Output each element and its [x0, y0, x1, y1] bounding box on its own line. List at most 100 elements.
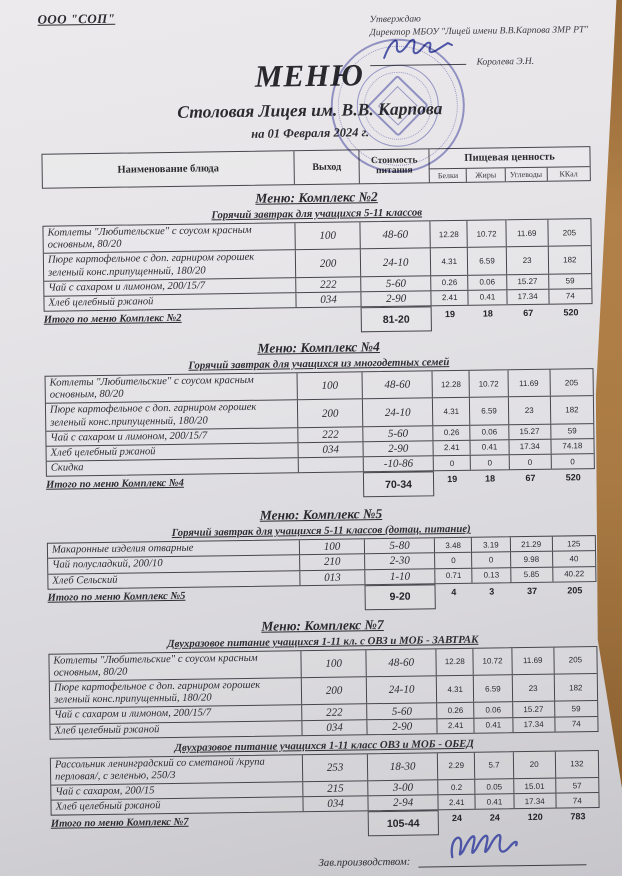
- dish-table-breakfast: Котлеты "Любительские" с соусом красным …: [48, 645, 599, 740]
- dish-output: 100: [298, 539, 365, 555]
- dish-carbs: 17.34: [513, 793, 556, 809]
- approval-signature-line: Королева Э.Н.: [370, 38, 612, 71]
- dish-protein: 4.31: [435, 675, 474, 703]
- dish-cost: 5-80: [363, 538, 435, 554]
- total-fat: 3: [489, 586, 495, 597]
- dish-kcal: 182: [547, 246, 592, 274]
- dish-kcal: 182: [549, 396, 594, 424]
- dish-name: Хлеб целебный ржаной: [48, 296, 154, 309]
- dish-fat: 6.59: [473, 675, 512, 703]
- dish-carbs: 23: [507, 397, 550, 424]
- total-protein: 4: [451, 586, 457, 597]
- dish-kcal: 59: [553, 701, 598, 717]
- company-name: ООО "СОП": [37, 10, 116, 27]
- dish-name: Скидка: [50, 462, 84, 474]
- dish-cost: 5-60: [360, 276, 431, 292]
- dish-output: 200: [294, 249, 361, 277]
- dish-cost: 24-10: [359, 248, 431, 277]
- dish-kcal: 74: [554, 716, 598, 732]
- dish-carbs: 20: [512, 751, 555, 779]
- dish-kcal: 0: [550, 454, 594, 469]
- total-label: Итого по меню Комплекс №7: [50, 817, 189, 831]
- menu-body: Наименование блюда Выход Стоимость питан…: [41, 146, 600, 876]
- total-label: Итого по меню Комплекс №2: [43, 312, 182, 326]
- total-carbs: 67: [523, 307, 534, 319]
- production-signature-icon: [450, 834, 518, 859]
- dish-protein: 4.31: [432, 398, 470, 426]
- dish-protein: 0.26: [430, 275, 468, 291]
- table-header: Наименование блюда Выход Стоимость питан…: [41, 146, 591, 189]
- dish-table: Макаронные изделия отварные 100 5-80 3.4…: [46, 535, 597, 590]
- dish-protein: 4.31: [429, 248, 468, 276]
- dish-protein: 2.41: [436, 718, 474, 734]
- total-cost: 105-44: [367, 810, 439, 837]
- dish-name: Пюре картофельное с доп. гарниром гороше…: [49, 402, 257, 429]
- dish-protein: 0.2: [437, 779, 475, 795]
- total-protein: 19: [447, 474, 458, 485]
- dish-name: Котлеты "Любительские" с соусом красным …: [49, 374, 254, 401]
- dish-kcal: 40.22: [551, 566, 596, 582]
- dish-fat: 0.05: [474, 779, 514, 795]
- dish-cost: 2-90: [360, 291, 431, 307]
- dish-fat: 6.59: [467, 247, 506, 275]
- dish-output: 034: [302, 796, 368, 812]
- dish-cost: 48-60: [365, 649, 436, 677]
- dish-fat: 0: [470, 455, 509, 471]
- dish-fat: 0.06: [469, 424, 509, 440]
- dish-kcal: 182: [553, 674, 598, 702]
- dish-output: 034: [301, 719, 367, 735]
- dish-output: 215: [302, 781, 368, 797]
- dish-output: 013: [299, 569, 365, 585]
- dish-kcal: 205: [547, 219, 591, 247]
- dish-kcal: 40: [551, 551, 596, 567]
- dish-carbs: 17.34: [508, 439, 551, 455]
- dish-carbs: 11.69: [505, 219, 548, 247]
- dish-kcal: 205: [549, 369, 593, 397]
- dish-cost: 2-90: [366, 718, 437, 735]
- dish-cost: 1-10: [364, 568, 435, 585]
- total-carbs: 37: [526, 585, 538, 596]
- dish-name: Рассольник ленинградский со сметаной /кр…: [54, 756, 265, 783]
- col-header-carbs: Углеводы: [504, 167, 547, 182]
- dish-fat: 0.06: [467, 274, 506, 290]
- total-cost: 70-34: [363, 471, 434, 498]
- dish-protein: 0: [434, 553, 472, 568]
- dish-protein: 2.41: [437, 795, 475, 810]
- production-manager-row: Зав.производством:: [51, 834, 600, 873]
- total-label: Итого по меню Комплекс №5: [47, 590, 186, 604]
- dish-carbs: 15.27: [511, 702, 555, 717]
- dish-output: 253: [301, 754, 368, 782]
- col-header-cost: Стоимость питания: [358, 149, 430, 184]
- dish-cost: 5-60: [362, 426, 433, 442]
- dish-protein: 2.41: [430, 290, 468, 306]
- dish-output: 100: [300, 650, 366, 678]
- dish-protein: 0: [432, 455, 471, 471]
- dish-table: Котлеты "Любительские" с соусом красным …: [44, 368, 595, 477]
- total-fat: 18: [482, 308, 493, 319]
- dish-fat: 0.41: [469, 440, 509, 455]
- dish-carbs: 15.01: [512, 778, 556, 794]
- total-cost: 9-20: [364, 584, 436, 611]
- dish-carbs: 11.69: [507, 369, 550, 397]
- total-kcal: 520: [565, 472, 581, 483]
- production-signature-line: [418, 834, 587, 869]
- section-complex-2: Меню: Комплекс №2 Горячий завтрак для уч…: [42, 186, 593, 337]
- total-protein: 19: [444, 309, 456, 320]
- section-complex-7: Меню: Комплекс №7 Двухразовое питание уч…: [48, 614, 600, 841]
- dish-protein: 12.28: [431, 370, 470, 398]
- dish-cost: 48-60: [359, 221, 430, 249]
- dish-name: Хлеб Сельский: [52, 574, 118, 587]
- dish-carbs: 17.34: [511, 717, 555, 733]
- dish-fat: 0.41: [473, 717, 513, 733]
- dish-fat: 10.72: [472, 648, 512, 675]
- col-header-output: Выход: [293, 150, 360, 185]
- col-header-dish-name: Наименование блюда: [117, 163, 220, 176]
- dish-output: 200: [296, 399, 363, 427]
- col-header-kcal: ККал: [546, 167, 590, 181]
- dish-output: 222: [295, 277, 361, 293]
- director-signature-icon: [383, 38, 453, 59]
- dish-fat: 0.41: [467, 290, 507, 305]
- dish-output: 222: [297, 427, 363, 443]
